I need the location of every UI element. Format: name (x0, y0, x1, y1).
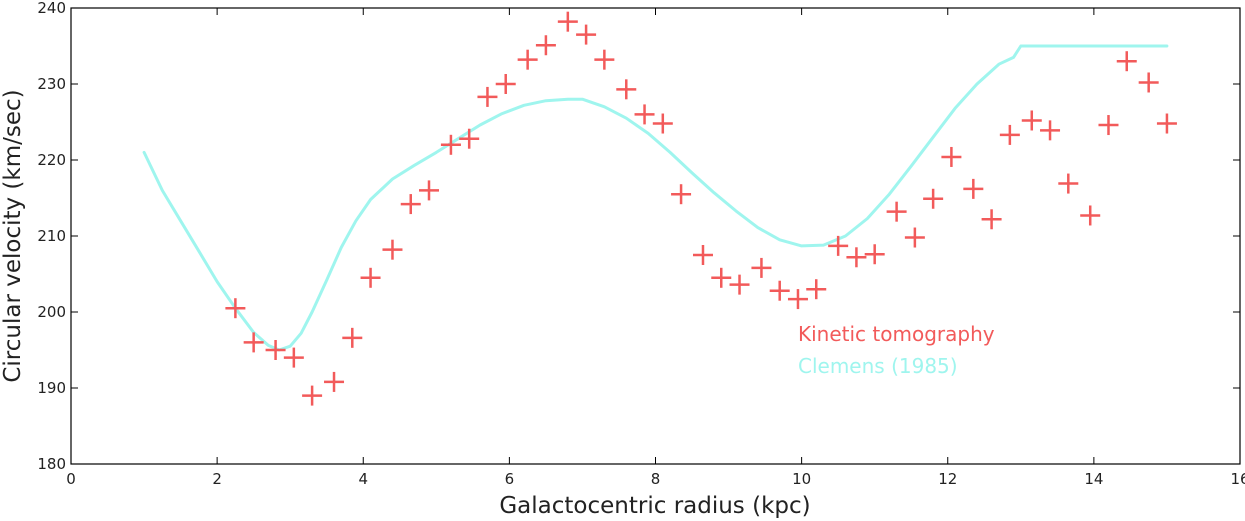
y-axis-label: Circular velocity (km/sec) (0, 89, 26, 382)
data-point-kinetic-tomography (904, 227, 925, 248)
data-point-kinetic-tomography (787, 289, 808, 310)
data-point-kinetic-tomography (302, 385, 323, 406)
data-point-kinetic-tomography (594, 49, 615, 70)
x-tick-label: 14 (1084, 470, 1103, 488)
data-point-kinetic-tomography (382, 239, 403, 260)
x-tick-label: 4 (358, 470, 368, 488)
data-point-kinetic-tomography (342, 327, 363, 348)
y-tick-label: 210 (37, 227, 66, 245)
x-tick-label: 16 (1230, 470, 1245, 488)
data-point-kinetic-tomography (243, 332, 264, 353)
y-tick-label: 230 (37, 75, 66, 93)
x-axis-label: Galactocentric radius (kpc) (499, 493, 810, 519)
plot-frame (70, 7, 1241, 465)
y-tick-label: 220 (37, 151, 66, 169)
data-point-kinetic-tomography (941, 146, 962, 167)
data-point-kinetic-tomography (1138, 72, 1159, 93)
y-tick-label: 180 (37, 455, 66, 473)
data-point-kinetic-tomography (711, 267, 732, 288)
series-layer (142, 11, 1177, 406)
data-point-kinetic-tomography (225, 298, 246, 319)
data-point-kinetic-tomography (283, 347, 304, 368)
data-point-kinetic-tomography (1040, 120, 1061, 141)
data-point-kinetic-tomography (751, 257, 772, 278)
series-line-clemens-1985 (142, 44, 1169, 352)
data-point-kinetic-tomography (828, 235, 849, 256)
data-point-kinetic-tomography (517, 49, 538, 70)
data-point-kinetic-tomography (999, 124, 1020, 145)
data-point-kinetic-tomography (360, 267, 381, 288)
x-axis-ticks: 0 2 4 6 8 10 12 14 16 (66, 8, 1245, 488)
data-point-kinetic-tomography (963, 178, 984, 199)
data-point-kinetic-tomography (1156, 113, 1177, 134)
y-tick-label: 190 (37, 379, 66, 397)
data-point-kinetic-tomography (729, 274, 750, 295)
data-point-kinetic-tomography (495, 74, 516, 94)
data-point-kinetic-tomography (886, 201, 907, 222)
data-point-kinetic-tomography (576, 24, 597, 45)
y-axis-ticks: 180 190 200 210 220 230 240 (37, 0, 1240, 473)
x-tick-label: 10 (792, 470, 811, 488)
data-point-kinetic-tomography (692, 245, 713, 265)
data-point-kinetic-tomography (1098, 115, 1119, 136)
data-point-kinetic-tomography (652, 113, 673, 134)
y-tick-label: 200 (37, 303, 66, 321)
x-tick-label: 0 (66, 470, 76, 488)
legend-entry-clemens-1985: Clemens (1985) (798, 354, 958, 378)
data-point-kinetic-tomography (769, 280, 790, 301)
data-point-kinetic-tomography (923, 188, 944, 209)
data-point-kinetic-tomography (324, 371, 345, 392)
data-point-kinetic-tomography (440, 134, 461, 155)
data-point-kinetic-tomography (535, 35, 556, 56)
data-point-kinetic-tomography (864, 244, 885, 265)
data-point-kinetic-tomography (1116, 51, 1137, 72)
data-point-kinetic-tomography (557, 11, 578, 32)
data-point-kinetic-tomography (419, 180, 440, 201)
legend-entry-kinetic-tomography: Kinetic tomography (798, 322, 995, 346)
x-tick-label: 2 (212, 470, 222, 488)
data-point-kinetic-tomography (671, 184, 692, 205)
x-tick-label: 12 (938, 470, 957, 488)
data-point-kinetic-tomography (806, 279, 827, 300)
data-point-kinetic-tomography (981, 209, 1002, 230)
y-tick-label: 240 (37, 0, 66, 17)
data-point-kinetic-tomography (1058, 173, 1079, 194)
x-tick-label: 6 (505, 470, 515, 488)
data-point-kinetic-tomography (477, 86, 498, 107)
x-tick-label: 8 (651, 470, 661, 488)
data-point-kinetic-tomography (1080, 205, 1101, 226)
data-point-kinetic-tomography (400, 194, 421, 215)
data-point-kinetic-tomography (846, 247, 867, 268)
data-point-kinetic-tomography (634, 104, 655, 125)
data-point-kinetic-tomography (616, 79, 637, 100)
data-point-kinetic-tomography (1021, 110, 1042, 131)
data-point-kinetic-tomography (265, 340, 286, 360)
data-point-kinetic-tomography (459, 128, 480, 149)
